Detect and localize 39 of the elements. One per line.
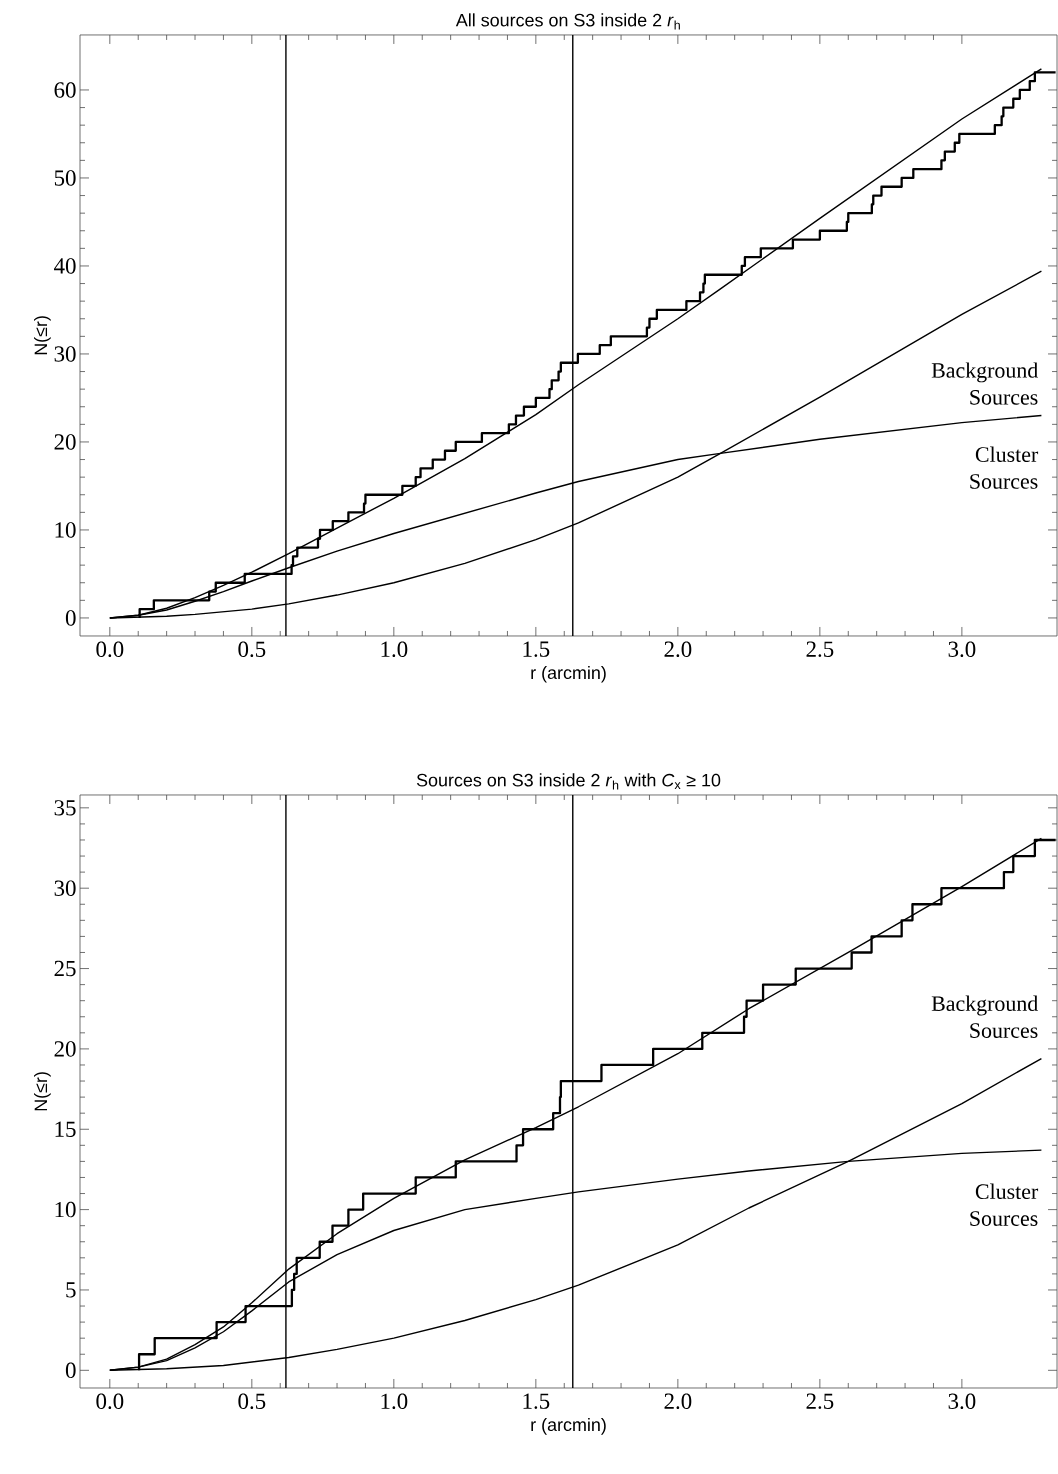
- x-tick-label: 1.0: [381, 641, 408, 658]
- x-axis-title: r (arcmin): [531, 665, 606, 683]
- chart-title: All sources on S3 inside 2 r$_{h}$: [455, 13, 680, 30]
- x-tick-label: 0.0: [96, 641, 124, 658]
- y-tick-label: 35: [54, 800, 76, 816]
- x-tick-label: 2.0: [664, 641, 692, 658]
- x-tick-label: 0.0: [96, 1393, 124, 1410]
- y-tick-label: 50: [54, 170, 76, 186]
- x-tick-label: 1.5: [523, 1393, 550, 1409]
- x-tick-label: 0.5: [238, 1393, 266, 1410]
- x-tick-label: 1.0: [381, 1393, 408, 1410]
- y-tick-label: 25: [54, 960, 76, 977]
- y-tick-label: 0: [65, 610, 76, 626]
- chart-title: Sources on S3 inside 2 r$_{h}$ with C$_{x}$ ≥ 10: [416, 773, 721, 790]
- annotation: Cluster Sources: [970, 446, 1039, 489]
- x-tick-label: 2.0: [664, 1393, 692, 1410]
- y-tick-label: 30: [54, 880, 76, 896]
- y-tick-label: 60: [54, 82, 76, 98]
- y-tick-label: 10: [55, 522, 76, 538]
- y-tick-label: 40: [54, 258, 76, 274]
- x-tick-label: 3.0: [948, 641, 976, 658]
- y-tick-label: 10: [55, 1201, 76, 1218]
- x-axis-title: r (arcmin): [531, 1417, 606, 1435]
- x-tick-label: 0.5: [238, 641, 266, 658]
- y-tick-label: 15: [55, 1121, 76, 1137]
- y-tick-label: 0: [65, 1362, 76, 1379]
- x-tick-label: 3.0: [948, 1393, 976, 1410]
- y-tick-label: 30: [54, 346, 76, 362]
- x-tick-label: 1.5: [523, 641, 550, 657]
- annotation: Background Sources: [931, 995, 1038, 1038]
- annotation: Cluster Sources: [970, 1183, 1039, 1226]
- y-axis-title: N(≤r): [34, 1072, 51, 1111]
- x-tick-label: 2.5: [806, 1393, 834, 1410]
- x-tick-label: 2.5: [806, 641, 834, 657]
- y-tick-label: 20: [54, 434, 76, 450]
- y-tick-label: 5: [66, 1282, 76, 1298]
- y-axis-title: N(≤r): [34, 316, 51, 355]
- y-tick-label: 20: [54, 1041, 76, 1057]
- annotation: Background Sources: [931, 362, 1038, 405]
